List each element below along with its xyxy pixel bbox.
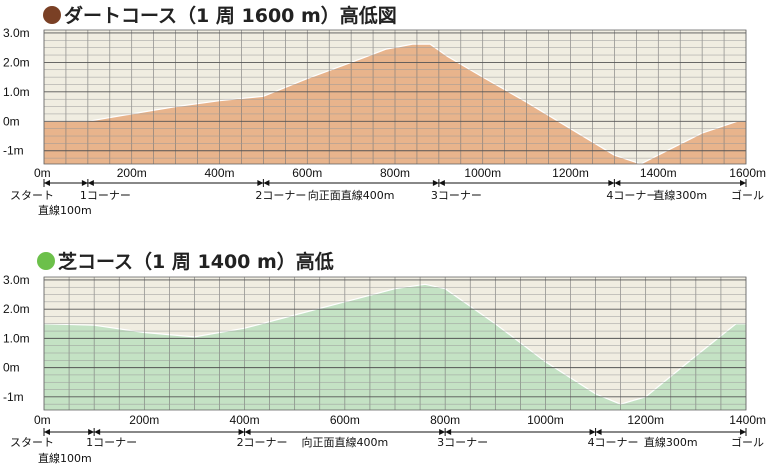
arrow-left-icon	[94, 429, 101, 435]
elevation-chart: ダートコース（1 周 1600 m）高低図 3.0m 2.0m 1.0m 0m -1m 0m…	[3, 4, 766, 217]
x-tick-label: 200m	[117, 166, 147, 180]
corner-label: 2コーナー	[255, 189, 306, 202]
elevation-chart: 芝コース（1 周 1400 m）高低 3.0m 2.0m 1.0m 0m -1m 0m 200…	[3, 250, 766, 465]
y-tick-label: 1.0m	[3, 85, 30, 99]
segment-label: 向正面直線400m	[301, 435, 388, 449]
plot-frame	[43, 276, 747, 411]
corner-label: 1コーナー	[80, 189, 131, 202]
arrow-right-icon	[439, 429, 446, 435]
corner-label: 4コーナー	[588, 436, 639, 449]
segment-sublabel: 直線100m	[38, 451, 92, 465]
arrow-left-icon	[595, 429, 602, 435]
x-tick-label: 1400m	[729, 413, 766, 427]
corner-label: 4コーナー	[606, 189, 657, 202]
y-tick-label: 3.0m	[3, 273, 30, 287]
arrow-right-icon	[740, 180, 746, 186]
segment-label: スタート	[10, 189, 54, 202]
x-tick-label: 600m	[330, 413, 360, 427]
x-tick-label: 200m	[129, 413, 159, 427]
corner-label: 2コーナー	[237, 436, 288, 449]
arrow-right-icon	[589, 429, 596, 435]
corner-label: 3コーナー	[431, 189, 482, 202]
arrow-right-icon	[432, 180, 439, 186]
arrow-left-icon	[87, 180, 94, 186]
plot-frame	[43, 29, 747, 165]
chart-title: 芝コース（1 周 1400 m）高低	[58, 250, 334, 273]
arrow-left-icon	[44, 429, 50, 435]
x-tick-label: 800m	[380, 166, 410, 180]
arrow-left-icon	[614, 180, 621, 186]
corner-label: 1コーナー	[86, 436, 137, 449]
arrow-right-icon	[81, 180, 88, 186]
elevation-line	[43, 283, 746, 405]
x-tick-label: 1200m	[552, 166, 589, 180]
x-tick-label: 1200m	[627, 413, 664, 427]
segment-label: 向正面直線400m	[308, 188, 395, 202]
arrow-right-icon	[88, 429, 95, 435]
arrow-right-icon	[238, 429, 245, 435]
segment-label: スタート	[10, 436, 54, 449]
x-tick-label: 800m	[430, 413, 460, 427]
y-tick-label: -1m	[3, 390, 24, 404]
arrow-right-icon	[608, 180, 615, 186]
y-tick-label: 1.0m	[3, 331, 30, 345]
segment-label: ゴール	[731, 188, 764, 202]
arrow-left-icon	[244, 429, 251, 435]
y-tick-label: 3.0m	[3, 26, 30, 40]
x-tick-label: 400m	[204, 166, 234, 180]
chart-title: ダートコース（1 周 1600 m）高低図	[64, 4, 397, 27]
x-tick-label: 600m	[292, 166, 322, 180]
segment-label: 直線300m	[653, 188, 707, 202]
y-tick-label: 2.0m	[3, 302, 30, 316]
segment-sublabel: 直線100m	[38, 203, 92, 217]
y-tick-label: 0m	[3, 361, 20, 375]
corner-label: 3コーナー	[437, 436, 488, 449]
x-tick-label: 1400m	[640, 166, 677, 180]
segment-label: 直線300m	[644, 435, 698, 449]
x-tick-label: 1000m	[527, 413, 564, 427]
y-tick-label: 0m	[3, 114, 20, 128]
x-tick-label: 1600m	[729, 166, 766, 180]
x-tick-label: 400m	[230, 413, 260, 427]
x-tick-label: 0m	[34, 413, 51, 427]
segment-label: ゴール	[731, 435, 764, 449]
arrow-left-icon	[438, 180, 445, 186]
x-tick-label: 0m	[34, 166, 51, 180]
arrow-left-icon	[263, 180, 270, 186]
title-marker-icon	[43, 6, 61, 24]
arrow-right-icon	[257, 180, 264, 186]
arrow-right-icon	[740, 429, 746, 435]
title-marker-icon	[37, 252, 55, 270]
arrow-left-icon	[44, 180, 50, 186]
y-tick-label: -1m	[3, 144, 24, 158]
arrow-left-icon	[445, 429, 452, 435]
y-tick-label: 2.0m	[3, 55, 30, 69]
x-tick-label: 1000m	[464, 166, 501, 180]
